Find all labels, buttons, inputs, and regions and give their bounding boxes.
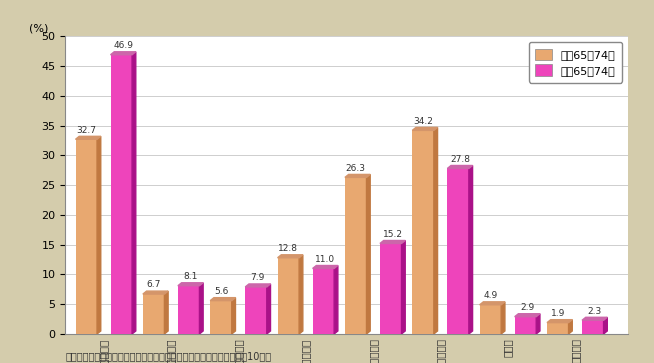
Text: 6.7: 6.7: [146, 280, 161, 289]
Bar: [313, 269, 334, 334]
Text: 活動団体の呼びかけ: 活動団体の呼びかけ: [301, 338, 311, 363]
Text: 7.9: 7.9: [250, 273, 265, 282]
Polygon shape: [447, 166, 473, 168]
Text: 資料：総務庁「高齢者の地域社会への参加に関する意識調査」（平成10年）: 資料：総務庁「高齢者の地域社会への参加に関する意識調査」（平成10年）: [65, 351, 271, 361]
Text: 2.9: 2.9: [520, 303, 534, 312]
Polygon shape: [164, 291, 168, 334]
Text: 27.8: 27.8: [450, 155, 470, 164]
Bar: [143, 294, 164, 334]
Text: 特にない: 特にない: [570, 338, 580, 363]
Bar: [582, 320, 604, 334]
Polygon shape: [568, 320, 572, 334]
Bar: [515, 317, 536, 334]
Text: 自治会、町内会の呼びかけ: 自治会、町内会の呼びかけ: [368, 338, 378, 363]
Polygon shape: [501, 302, 505, 334]
Polygon shape: [232, 298, 235, 334]
Text: 34.2: 34.2: [413, 117, 433, 126]
Text: 個人の意志で（問題意識や解決したい課題をもって）: 個人の意志で（問題意識や解決したい課題をもって）: [436, 338, 445, 363]
Bar: [245, 287, 267, 334]
Polygon shape: [75, 136, 101, 139]
Bar: [178, 286, 199, 334]
Polygon shape: [469, 166, 473, 334]
Text: 2.3: 2.3: [587, 306, 602, 315]
Polygon shape: [143, 291, 168, 294]
Polygon shape: [210, 298, 235, 301]
Text: 32.7: 32.7: [77, 126, 96, 135]
Text: 8.1: 8.1: [183, 272, 198, 281]
Text: その他: その他: [503, 338, 513, 357]
Legend: 男　65～74歳, 女　65～74歳: 男 65～74歳, 女 65～74歳: [528, 42, 623, 82]
Bar: [479, 305, 501, 334]
Polygon shape: [313, 265, 338, 269]
Text: 家族のすすめ: 家族のすすめ: [166, 338, 176, 363]
Text: 11.0: 11.0: [315, 255, 336, 264]
Bar: [210, 301, 232, 334]
Text: (%): (%): [29, 23, 48, 33]
Text: 15.2: 15.2: [383, 230, 403, 239]
Polygon shape: [582, 317, 608, 320]
Polygon shape: [267, 284, 271, 334]
Polygon shape: [380, 241, 405, 244]
Text: 1.9: 1.9: [551, 309, 565, 318]
Polygon shape: [479, 302, 505, 305]
Polygon shape: [434, 127, 438, 334]
Bar: [447, 168, 469, 334]
Polygon shape: [547, 320, 572, 323]
Bar: [345, 178, 366, 334]
Text: 友人、仲間のすすめ: 友人、仲間のすすめ: [99, 338, 109, 363]
Polygon shape: [402, 241, 405, 334]
Text: 5.6: 5.6: [214, 287, 228, 296]
Bar: [547, 323, 568, 334]
Bar: [412, 130, 434, 334]
Polygon shape: [604, 317, 608, 334]
Text: 26.3: 26.3: [346, 164, 366, 173]
Text: 市区町村の広報誌をみて: 市区町村の広報誌をみて: [233, 338, 243, 363]
Polygon shape: [366, 174, 370, 334]
Text: 46.9: 46.9: [113, 41, 133, 50]
Polygon shape: [515, 314, 540, 317]
Polygon shape: [199, 283, 203, 334]
Bar: [380, 244, 402, 334]
Polygon shape: [111, 52, 136, 55]
Text: 12.8: 12.8: [279, 244, 298, 253]
Bar: [277, 258, 299, 334]
Bar: [75, 139, 97, 334]
Polygon shape: [334, 265, 338, 334]
Polygon shape: [412, 127, 438, 130]
Polygon shape: [277, 255, 303, 258]
Polygon shape: [345, 174, 370, 178]
Polygon shape: [245, 284, 271, 287]
Polygon shape: [132, 52, 136, 334]
Polygon shape: [536, 314, 540, 334]
Polygon shape: [97, 136, 101, 334]
Bar: [111, 55, 132, 334]
Text: 4.9: 4.9: [483, 291, 498, 300]
Polygon shape: [299, 255, 303, 334]
Polygon shape: [178, 283, 203, 286]
